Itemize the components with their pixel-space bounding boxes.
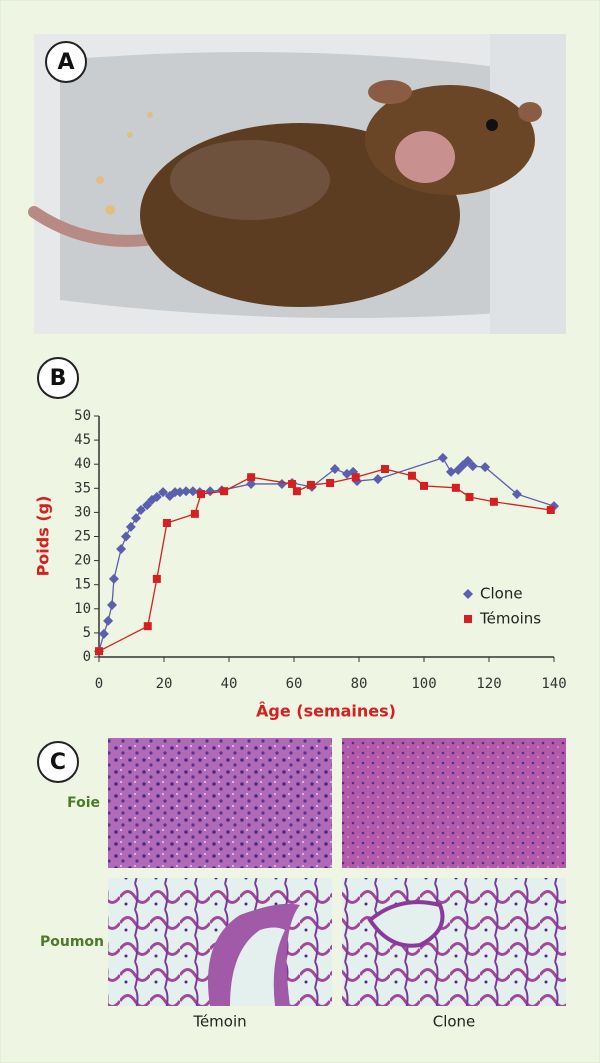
data-point <box>197 490 206 499</box>
data-point <box>125 521 136 532</box>
data-point <box>511 489 522 500</box>
data-point <box>445 466 456 477</box>
x-tick-label: 20 <box>156 676 173 692</box>
data-point <box>288 479 297 488</box>
y-tick-label: 20 <box>74 553 91 569</box>
data-point <box>407 471 416 480</box>
y-tick-label: 30 <box>74 504 91 520</box>
row-label: Foie <box>67 795 100 811</box>
panel-label: C <box>50 750 66 775</box>
x-tick-label: 60 <box>286 676 303 692</box>
data-point <box>142 500 153 511</box>
histology-image <box>108 738 332 868</box>
series-line <box>98 468 551 652</box>
panel-label: A <box>57 50 74 75</box>
panel-badge <box>45 41 87 83</box>
y-tick-label: 10 <box>74 601 91 617</box>
data-point <box>143 622 152 631</box>
tissue <box>230 927 285 1006</box>
data-point <box>187 486 198 497</box>
data-point <box>120 531 131 542</box>
data-point <box>181 486 192 497</box>
data-point <box>467 461 478 472</box>
data-point <box>465 492 474 501</box>
y-tick-label: 40 <box>74 456 91 472</box>
x-tick-label: 120 <box>476 676 501 692</box>
y-tick-label: 25 <box>74 529 91 545</box>
x-axis-label: Âge (semaines) <box>256 702 396 721</box>
legend-marker <box>464 615 472 623</box>
data-point <box>151 491 162 502</box>
mouse-photo <box>28 34 566 334</box>
y-tick-label: 0 <box>83 649 91 665</box>
y-tick-label: 50 <box>74 408 91 424</box>
data-point <box>162 519 171 528</box>
x-tick-label: 140 <box>541 676 566 692</box>
data-point <box>306 480 315 489</box>
data-point <box>329 464 340 475</box>
data-point <box>351 473 360 482</box>
data-point <box>420 481 428 490</box>
data-point <box>372 474 383 485</box>
x-tick-label: 100 <box>411 676 436 692</box>
data-point <box>108 573 119 584</box>
legend-label: Clone <box>480 585 523 603</box>
data-point <box>292 487 301 496</box>
data-point <box>98 628 109 639</box>
y-tick-label: 15 <box>74 577 91 593</box>
column-label: Clone <box>433 1013 476 1031</box>
data-point <box>546 505 555 514</box>
legend-label: Témoins <box>479 610 541 628</box>
data-point <box>116 544 127 555</box>
panel-badge <box>37 741 79 783</box>
data-point <box>103 615 114 626</box>
histology-image <box>342 738 566 868</box>
histology-image <box>342 878 566 1006</box>
data-point <box>135 504 146 515</box>
chart: 0 5 10 15 20 25 30 35 40 45 50 0 20 40 60 80 100 120 140 Cl… <box>74 408 567 692</box>
data-point <box>480 462 491 473</box>
data-point <box>107 599 117 610</box>
tissue <box>367 900 445 948</box>
legend-marker <box>463 589 473 599</box>
x-tick-label: 0 <box>95 676 103 692</box>
data-point <box>158 487 169 498</box>
panel-badge <box>37 357 79 399</box>
data-point <box>326 478 335 487</box>
y-axis-label: Poids (g) <box>34 496 53 577</box>
data-point <box>437 452 448 463</box>
data-point <box>451 483 460 492</box>
data-point <box>95 647 103 656</box>
y-tick-label: 35 <box>74 480 91 496</box>
data-point <box>220 487 229 496</box>
data-point <box>152 574 161 583</box>
data-point <box>462 455 473 466</box>
x-tick-label: 80 <box>351 676 368 692</box>
column-label: Témoin <box>192 1013 246 1031</box>
y-tick-label: 45 <box>74 432 91 448</box>
data-point <box>190 509 199 518</box>
data-point <box>246 478 257 489</box>
data-point <box>381 465 389 474</box>
data-point <box>247 473 256 482</box>
y-tick-label: 5 <box>83 625 91 641</box>
row-label: Poumon <box>40 934 104 950</box>
data-point <box>489 497 498 506</box>
data-point <box>131 513 142 524</box>
data-point <box>174 487 185 498</box>
panel-label: B <box>50 366 67 391</box>
x-tick-label: 40 <box>221 676 238 692</box>
